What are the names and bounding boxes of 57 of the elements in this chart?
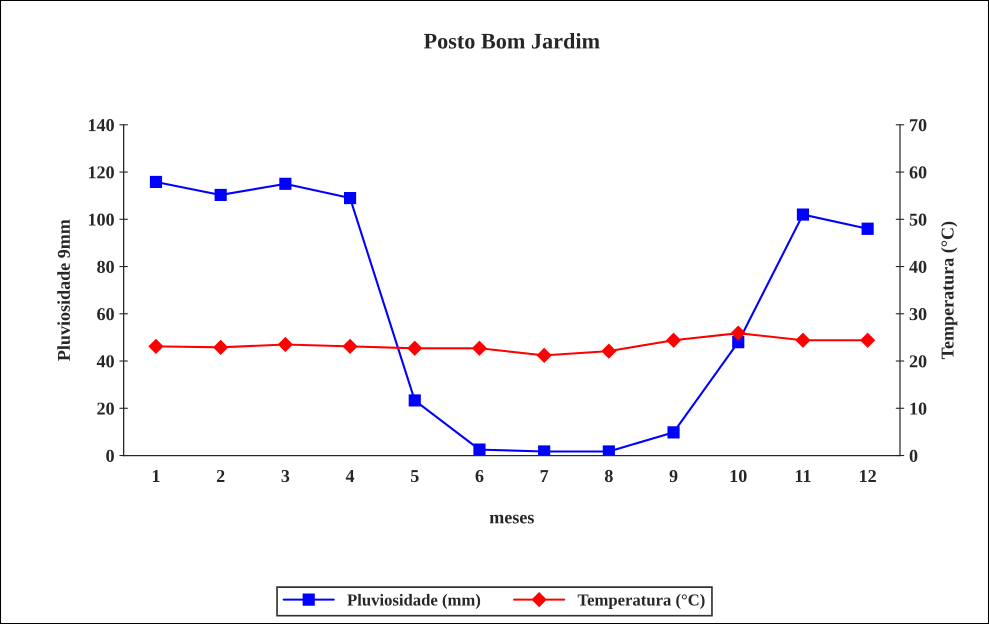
- point: [342, 338, 358, 354]
- y2-tick-label: 50: [910, 214, 926, 226]
- point: [213, 340, 228, 355]
- y-tick-label: 120: [88, 166, 114, 178]
- y2-tick-label: 40: [909, 260, 926, 273]
- chart-title: Posto Bom Jardim: [424, 32, 600, 49]
- y2-tick-label: 0: [910, 450, 918, 462]
- point: [473, 444, 486, 456]
- point: [796, 332, 810, 348]
- point: [730, 326, 746, 341]
- y-tick-label: 100: [88, 214, 114, 226]
- point: [407, 340, 422, 356]
- x-axis-title: meses: [490, 514, 534, 524]
- y2-tick-label: 60: [910, 166, 926, 178]
- y-tick-label: 0: [106, 450, 114, 462]
- y-tick-label: 60: [97, 308, 114, 320]
- point: [279, 178, 292, 190]
- x-tick-label: 8: [604, 470, 613, 482]
- point: [602, 445, 615, 456]
- y-tick-label: 20: [97, 402, 114, 415]
- x-tick-label: 7: [540, 470, 548, 482]
- y2-tick-label: 10: [910, 402, 926, 415]
- y-tick-label: 80: [97, 260, 114, 273]
- point: [278, 337, 293, 352]
- point: [860, 332, 876, 348]
- point: [601, 344, 616, 358]
- legend-label: Temperatura (°C): [578, 594, 705, 609]
- point: [150, 176, 162, 188]
- point: [536, 348, 552, 363]
- x-tick-label: 10: [730, 470, 747, 482]
- x-tick-label: 6: [476, 470, 484, 482]
- point: [538, 445, 550, 456]
- point: [472, 340, 487, 356]
- x-tick-label: 5: [410, 470, 419, 482]
- y-tick-label: 140: [88, 119, 114, 132]
- y-axis-title: Pluviosidade 9mm: [57, 219, 70, 361]
- x-tick-label: 4: [346, 470, 354, 482]
- point: [666, 332, 681, 348]
- point: [344, 192, 356, 204]
- x-tick-label: 2: [216, 470, 224, 482]
- y2-tick-label: 20: [910, 355, 926, 368]
- point: [214, 188, 227, 202]
- point: [408, 394, 421, 407]
- point: [667, 426, 680, 438]
- x-tick-label: 11: [796, 470, 811, 482]
- point: [148, 338, 164, 354]
- x-tick-label: 9: [670, 470, 678, 482]
- y2-tick-label: 30: [910, 308, 926, 320]
- y2-axis-title: Temperatura (°C): [940, 222, 958, 360]
- point: [796, 208, 810, 221]
- y2-tick-label: 70: [910, 119, 926, 132]
- point: [862, 222, 874, 235]
- x-tick-label: 1: [152, 470, 160, 482]
- x-tick-label: 12: [860, 470, 876, 482]
- y-tick-label: 40: [96, 355, 114, 368]
- x-tick-label: 3: [282, 470, 290, 482]
- legend-label: Pluviosidade (mm): [347, 594, 480, 609]
